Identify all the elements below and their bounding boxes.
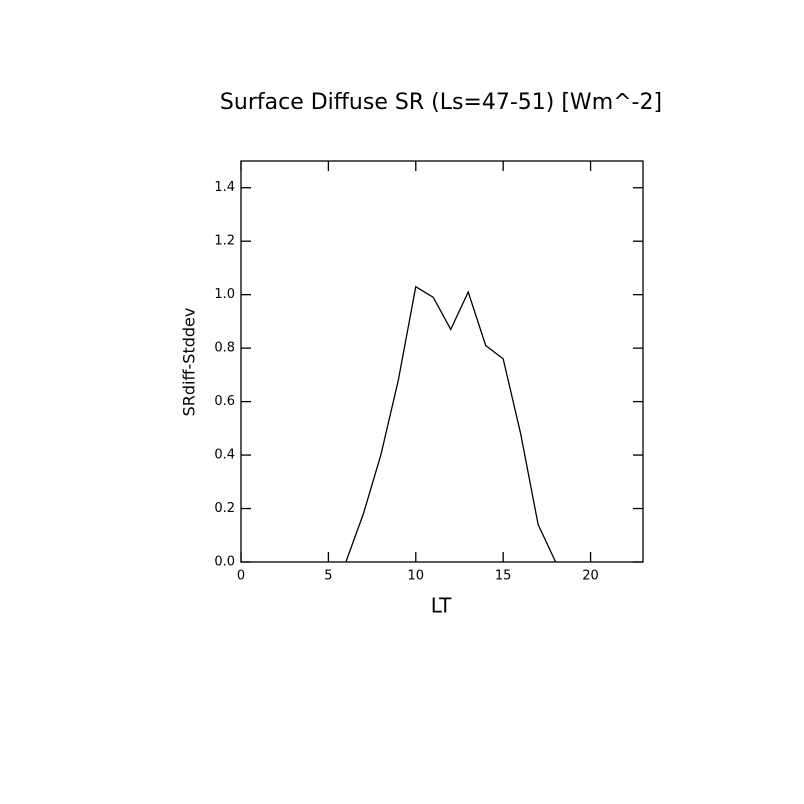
y-axis-label: SRdiff-Stddev xyxy=(180,308,199,417)
x-tick-label: 10 xyxy=(408,569,425,584)
plot-frame xyxy=(240,160,644,563)
data-line xyxy=(345,285,557,563)
y-tick-label: 0.6 xyxy=(214,394,235,409)
y-tick-label: 0.8 xyxy=(214,341,235,356)
y-tick-label: 0.4 xyxy=(214,448,235,463)
chart-title: Surface Diffuse SR (Ls=47-51) [Wm^-2] xyxy=(220,90,662,115)
y-tick-label: 0.2 xyxy=(214,501,235,516)
y-tick-label: 1.4 xyxy=(214,180,235,195)
y-tick-label: 0.0 xyxy=(214,555,235,570)
x-tick-label: 5 xyxy=(324,569,332,584)
x-axis-label: LT xyxy=(431,594,452,618)
y-tick-label: 1.2 xyxy=(214,234,235,249)
x-tick-label: 0 xyxy=(237,569,245,584)
x-tick-label: 15 xyxy=(495,569,512,584)
y-tick-label: 1.0 xyxy=(214,287,235,302)
x-tick-label: 20 xyxy=(582,569,599,584)
